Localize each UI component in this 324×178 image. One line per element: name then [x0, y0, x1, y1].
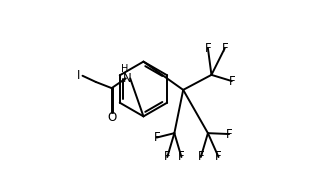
Text: F: F — [164, 150, 171, 164]
Text: N: N — [123, 72, 132, 85]
Text: F: F — [205, 42, 211, 55]
Text: F: F — [228, 75, 235, 88]
Text: I: I — [77, 69, 81, 82]
Text: H: H — [121, 64, 129, 74]
Text: F: F — [198, 150, 204, 164]
Text: O: O — [107, 111, 116, 124]
Text: F: F — [153, 131, 160, 144]
Text: F: F — [226, 127, 232, 141]
Text: F: F — [215, 150, 222, 164]
Text: F: F — [178, 150, 185, 164]
Text: F: F — [221, 42, 228, 55]
